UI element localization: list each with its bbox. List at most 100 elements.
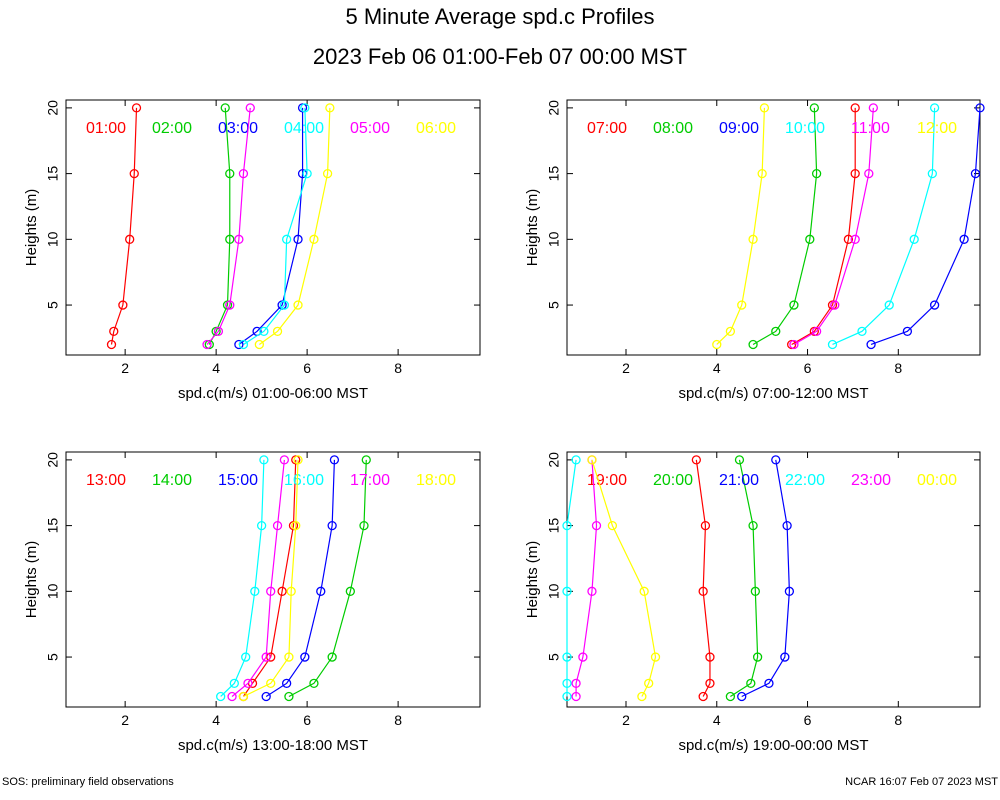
x-tick-label: 2 bbox=[622, 712, 630, 728]
data-point bbox=[746, 678, 756, 688]
data-point bbox=[571, 455, 581, 465]
data-point bbox=[562, 586, 572, 596]
data-point bbox=[281, 678, 292, 688]
data-point bbox=[809, 103, 819, 113]
legend-entry: 22:00 bbox=[785, 472, 825, 489]
legend-entry: 09:00 bbox=[719, 120, 759, 137]
data-point bbox=[234, 234, 244, 244]
data-point bbox=[784, 586, 795, 596]
data-point bbox=[227, 691, 237, 702]
y-tick-label: 5 bbox=[45, 301, 61, 309]
data-point bbox=[927, 168, 937, 179]
series-line-20:00 bbox=[730, 459, 759, 697]
plot-frame bbox=[65, 451, 481, 708]
legend-entry: 11:00 bbox=[851, 120, 890, 137]
series-line-15:00 bbox=[265, 459, 336, 697]
data-point bbox=[850, 103, 860, 113]
data-point bbox=[929, 300, 940, 310]
series-line-18:00 bbox=[243, 459, 299, 698]
y-tick-label: 15 bbox=[45, 518, 61, 534]
data-point bbox=[293, 234, 303, 244]
data-point bbox=[850, 234, 860, 244]
data-point bbox=[587, 586, 597, 596]
y-axis-label: Heights (m) bbox=[524, 189, 541, 267]
y-tick-label: 5 bbox=[45, 653, 61, 661]
data-point bbox=[361, 455, 371, 465]
data-point bbox=[220, 103, 230, 113]
legend-entry: 15:00 bbox=[218, 472, 258, 489]
legend-entry: 23:00 bbox=[851, 472, 891, 489]
footer-note: SOS: preliminary field observations bbox=[2, 776, 174, 788]
data-point bbox=[302, 168, 312, 179]
data-point bbox=[225, 168, 235, 179]
data-point bbox=[734, 455, 745, 465]
data-point bbox=[266, 586, 276, 596]
chart-panel-4: 2 4 6 8 5 10 15 20 spd.c(m/s) 19:00-00:00 MST Hei… bbox=[524, 451, 981, 754]
data-point bbox=[293, 455, 303, 465]
data-point bbox=[705, 678, 715, 688]
data-point bbox=[281, 234, 292, 244]
legend-entry: 08:00 bbox=[653, 120, 693, 137]
data-point bbox=[329, 455, 340, 465]
data-point bbox=[225, 234, 235, 244]
data-point bbox=[345, 586, 355, 596]
data-point bbox=[129, 168, 139, 179]
legend-entry: 13:00 bbox=[86, 472, 126, 489]
data-point bbox=[562, 691, 572, 702]
data-point bbox=[243, 678, 253, 688]
x-axis-label: spd.c(m/s) 19:00-00:00 MST bbox=[678, 737, 868, 754]
x-tick-label: 8 bbox=[394, 712, 402, 728]
y-tick-label: 20 bbox=[45, 452, 61, 468]
data-point bbox=[764, 678, 774, 688]
data-point bbox=[805, 234, 815, 244]
data-point bbox=[827, 339, 838, 350]
data-point bbox=[789, 300, 799, 310]
data-point bbox=[229, 678, 239, 688]
data-point bbox=[700, 520, 711, 531]
x-tick-label: 2 bbox=[121, 360, 129, 376]
data-point bbox=[902, 326, 913, 336]
data-point bbox=[245, 103, 255, 113]
y-axis-label: Heights (m) bbox=[23, 541, 40, 619]
data-point bbox=[578, 652, 588, 662]
data-point bbox=[284, 652, 294, 662]
legend-entry: 04:00 bbox=[284, 120, 324, 137]
x-tick-label: 4 bbox=[212, 360, 220, 376]
data-point bbox=[757, 168, 767, 179]
chart-panel-2: 2 4 6 8 5 10 15 20 spd.c(m/s) 07:00-12:00 MST Hei… bbox=[524, 99, 985, 402]
data-point bbox=[225, 300, 235, 310]
y-tick-label: 5 bbox=[546, 301, 562, 309]
data-point bbox=[109, 326, 119, 336]
legend-entry: 10:00 bbox=[785, 120, 825, 137]
data-point bbox=[562, 520, 572, 531]
data-point bbox=[607, 520, 618, 531]
data-point bbox=[316, 586, 326, 596]
data-point bbox=[830, 300, 840, 310]
plot-frame bbox=[566, 99, 981, 356]
x-axis-label: spd.c(m/s) 13:00-18:00 MST bbox=[178, 737, 368, 754]
series-line-05:00 bbox=[206, 107, 251, 345]
data-point bbox=[256, 520, 267, 531]
y-axis-label: Heights (m) bbox=[524, 541, 541, 619]
y-tick-label: 20 bbox=[546, 452, 562, 468]
y-tick-label: 10 bbox=[546, 231, 562, 247]
legend-entry: 01:00 bbox=[86, 120, 126, 137]
x-axis-label: spd.c(m/s) 07:00-12:00 MST bbox=[678, 385, 868, 402]
data-point bbox=[571, 678, 581, 688]
data-point bbox=[639, 586, 649, 596]
legend-entry: 14:00 bbox=[152, 472, 192, 489]
data-point bbox=[266, 678, 276, 688]
data-point bbox=[309, 234, 319, 244]
data-point bbox=[644, 678, 654, 688]
series-line-22:00 bbox=[566, 459, 577, 697]
chart-title: 5 Minute Average spd.c Profiles bbox=[345, 4, 655, 29]
data-point bbox=[259, 326, 269, 336]
series-line-14:00 bbox=[288, 459, 367, 698]
data-point bbox=[811, 326, 822, 336]
data-point bbox=[698, 691, 708, 702]
x-axis-label: spd.c(m/s) 01:00-06:00 MST bbox=[178, 385, 368, 402]
x-tick-label: 6 bbox=[303, 712, 311, 728]
data-point bbox=[562, 652, 572, 662]
plot-frame bbox=[65, 99, 481, 356]
series-line-23:00 bbox=[575, 459, 598, 697]
